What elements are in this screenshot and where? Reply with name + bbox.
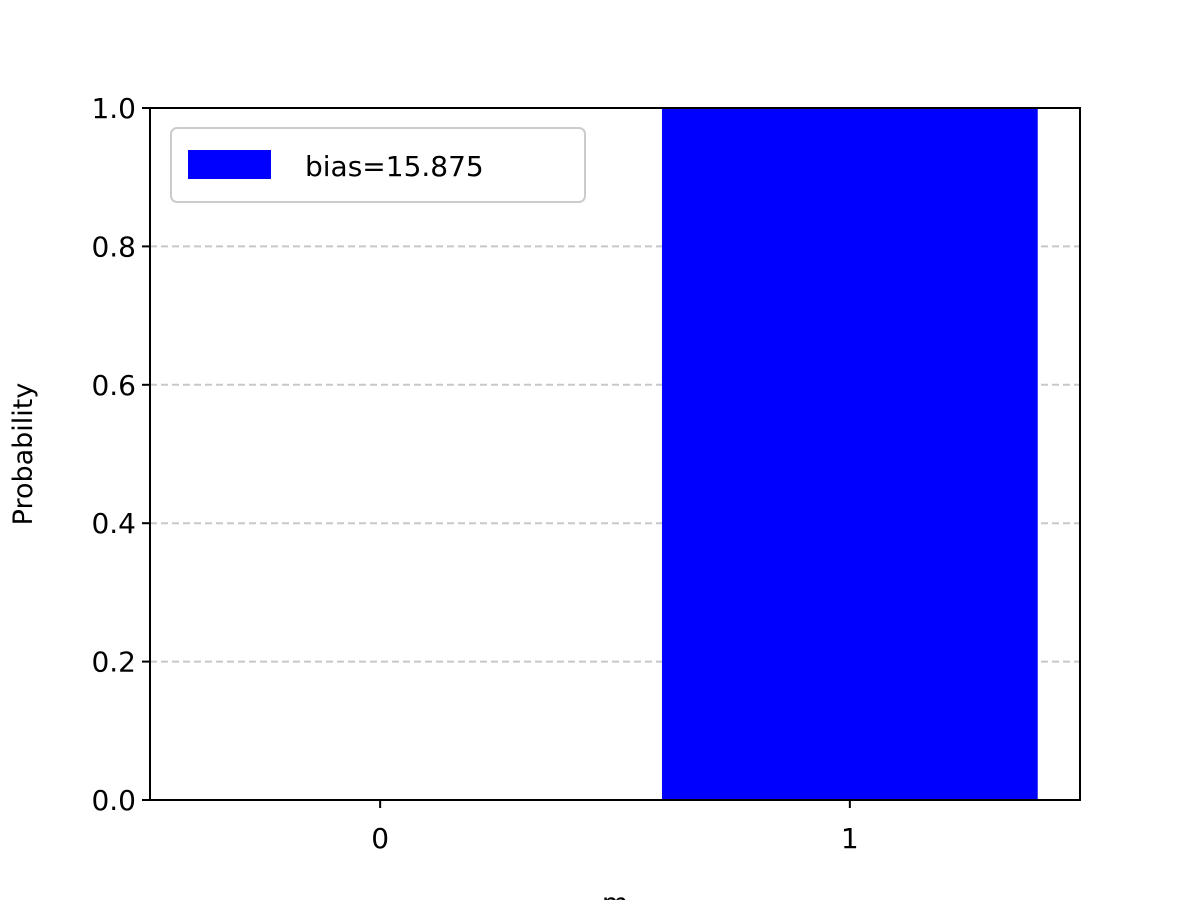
x-tick-label: 0 bbox=[371, 822, 389, 855]
y-axis-ticks: 0.0 0.2 0.4 0.6 0.8 1.0 bbox=[91, 92, 150, 817]
y-tick-label: 0.4 bbox=[91, 507, 136, 540]
y-tick-label: 0.0 bbox=[91, 784, 136, 817]
x-axis-label: m bbox=[602, 888, 628, 900]
y-axis-label: Probability bbox=[8, 383, 39, 526]
legend: bias=15.875 bbox=[170, 127, 586, 203]
bars bbox=[661, 108, 1038, 800]
y-tick-label: 0.8 bbox=[91, 230, 136, 263]
legend-label: bias=15.875 bbox=[305, 150, 484, 183]
y-tick-label: 0.2 bbox=[91, 646, 136, 679]
bar-1 bbox=[661, 108, 1038, 800]
legend-box bbox=[170, 127, 586, 203]
y-tick-label: 0.6 bbox=[91, 369, 136, 402]
y-tick-label: 1.0 bbox=[91, 92, 136, 125]
x-tick-label: 1 bbox=[841, 822, 859, 855]
legend-swatch bbox=[188, 150, 271, 179]
plot-frame bbox=[149, 107, 1081, 801]
